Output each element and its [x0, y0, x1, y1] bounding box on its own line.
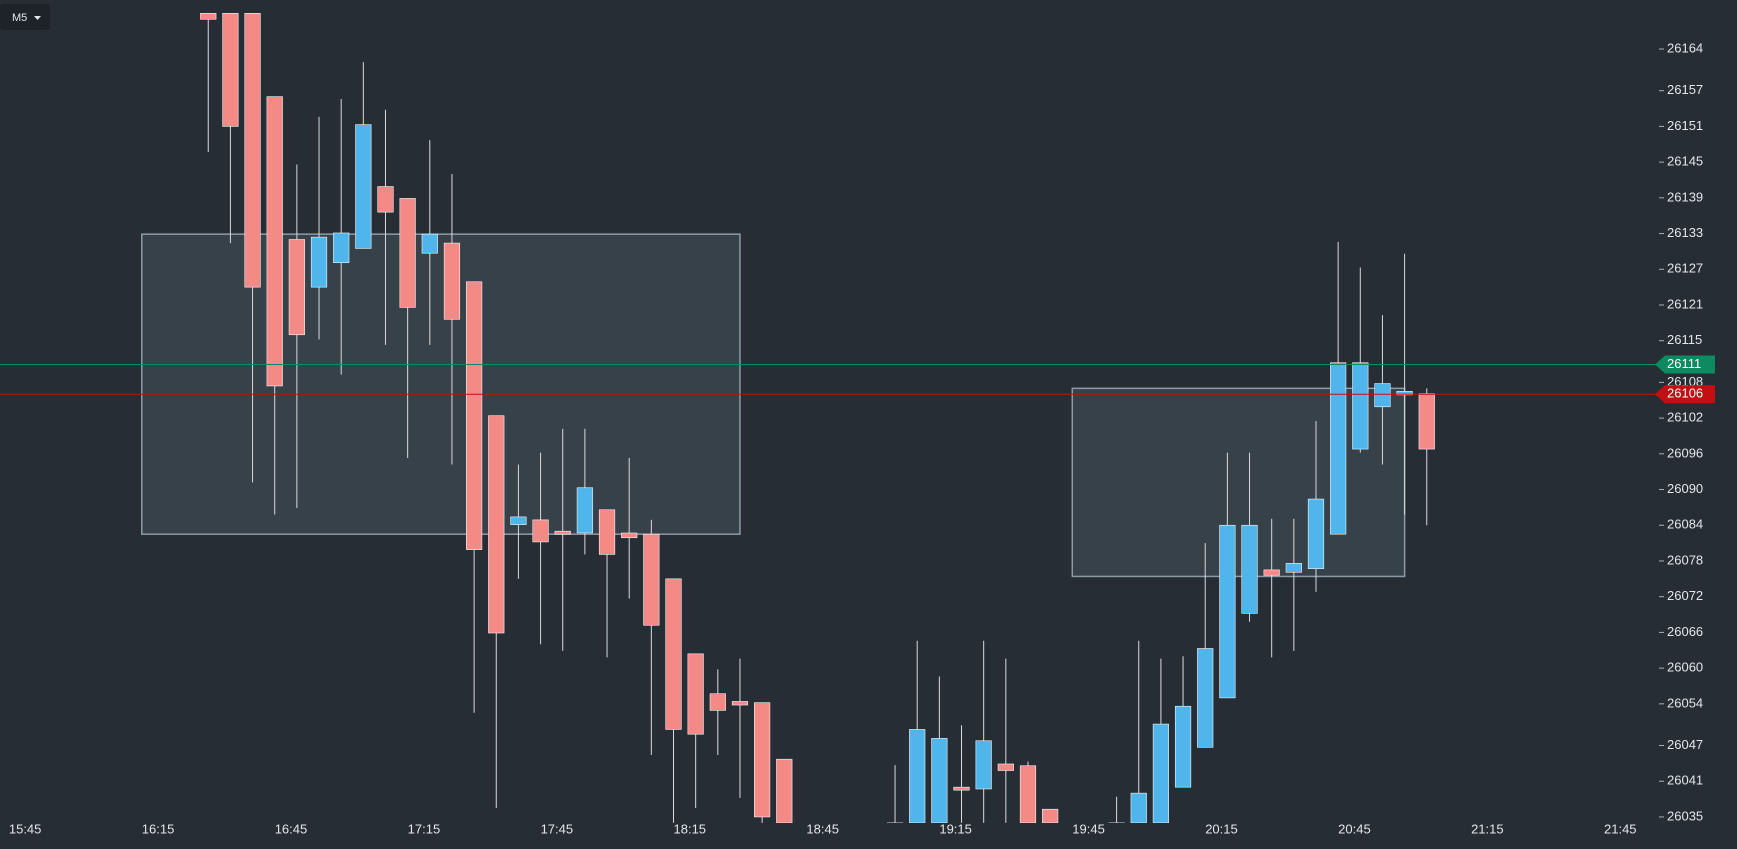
- candle-body: [1197, 648, 1214, 748]
- candle-body: [598, 509, 616, 555]
- y-tick-label: 26157: [1667, 82, 1703, 97]
- candle-body: [731, 701, 749, 706]
- candle-body: [310, 236, 328, 288]
- y-tick-label: 26139: [1667, 189, 1703, 204]
- candle-body: [399, 198, 416, 308]
- candle-body: [1130, 792, 1147, 823]
- y-tick-label: 26060: [1667, 660, 1703, 675]
- candle-body: [1241, 524, 1258, 614]
- candle-body: [1108, 822, 1125, 823]
- candle-body: [709, 693, 726, 711]
- candle-body: [754, 702, 771, 818]
- x-tick-label: 18:15: [674, 821, 707, 836]
- y-tick-label: 26072: [1667, 588, 1703, 603]
- candle-body: [1174, 705, 1192, 788]
- candle-body: [1352, 362, 1369, 450]
- price-tag-label: 26111: [1667, 356, 1701, 371]
- x-tick-label: 20:45: [1338, 821, 1371, 836]
- candle-body: [576, 487, 593, 534]
- zone: [141, 233, 741, 535]
- candle-body: [510, 516, 527, 525]
- plot-area: [141, 13, 1435, 823]
- dropdown-caret[interactable]: [34, 16, 41, 20]
- candle-body: [1307, 498, 1325, 570]
- candle-body: [687, 653, 704, 735]
- candle-body: [909, 729, 926, 823]
- x-tick-label: 21:15: [1471, 821, 1504, 836]
- candle-body: [1330, 362, 1347, 535]
- candle-body: [200, 13, 217, 20]
- candle-body: [886, 822, 904, 823]
- candle-body: [333, 232, 350, 264]
- price-tag-label: 26106: [1667, 386, 1703, 401]
- y-tick-label: 26066: [1667, 624, 1703, 639]
- candle-body: [288, 239, 305, 336]
- y-tick-label: 26084: [1667, 517, 1703, 532]
- candle-body: [488, 415, 505, 634]
- candle-body: [532, 519, 549, 543]
- candle-body: [776, 758, 793, 823]
- candle-body: [421, 233, 438, 254]
- y-tick-label: 26035: [1667, 808, 1703, 823]
- candle-body: [931, 738, 948, 823]
- y-tick-label: 26054: [1667, 695, 1703, 710]
- x-tick-label: 19:45: [1072, 821, 1105, 836]
- candle-body: [266, 96, 283, 387]
- y-tick-label: 26078: [1667, 552, 1703, 567]
- candle-body: [466, 281, 483, 550]
- price-tag: [1655, 355, 1715, 374]
- y-tick-label: 26047: [1667, 737, 1703, 752]
- candle-body: [665, 578, 682, 730]
- candle-body: [643, 533, 660, 626]
- candle-body: [222, 13, 239, 127]
- candle-body: [244, 13, 261, 288]
- candle-body: [1263, 569, 1280, 576]
- candle-body: [1396, 391, 1413, 396]
- candle-body: [975, 740, 992, 790]
- candle-body: [355, 124, 372, 249]
- x-tick-label: 17:15: [408, 821, 441, 836]
- timeframe-label[interactable]: M5: [12, 12, 27, 24]
- candle-body: [554, 530, 571, 535]
- y-tick-label: 26127: [1667, 261, 1703, 276]
- y-tick-label: 26133: [1667, 225, 1703, 240]
- y-tick-label: 26121: [1667, 296, 1703, 311]
- candle-body: [953, 786, 970, 791]
- y-tick-label: 26102: [1667, 410, 1703, 425]
- zone: [1071, 387, 1406, 578]
- y-tick-label: 26115: [1667, 332, 1702, 347]
- candle-body: [621, 532, 638, 539]
- candle-body: [1042, 808, 1059, 823]
- y-tick-label: 26108: [1667, 374, 1703, 389]
- x-tick-label: 15:45: [9, 821, 42, 836]
- y-tick-label: 26145: [1667, 154, 1703, 169]
- x-tick-label: 18:45: [806, 821, 839, 836]
- y-tick-label: 26090: [1667, 481, 1703, 496]
- x-tick-label: 20:15: [1205, 821, 1238, 836]
- x-tick-label: 19:15: [939, 821, 972, 836]
- candle-body: [1219, 524, 1236, 699]
- y-tick-label: 26041: [1667, 773, 1703, 788]
- x-tick-label: 17:45: [541, 821, 574, 836]
- timeframe-selector[interactable]: M5: [0, 4, 50, 30]
- y-tick-label: 26164: [1667, 40, 1703, 55]
- candle-body: [443, 242, 461, 320]
- candle-body: [1418, 393, 1435, 450]
- price-tag: [1655, 385, 1715, 404]
- y-tick-label: 26096: [1667, 445, 1703, 460]
- candle-body: [377, 186, 394, 213]
- candle-body: [1152, 723, 1170, 823]
- y-tick-label: 26151: [1667, 118, 1703, 133]
- candle-body: [1019, 765, 1037, 823]
- x-tick-label: 21:45: [1604, 821, 1637, 836]
- candle-body: [1285, 563, 1302, 573]
- candle-body: [1374, 383, 1391, 408]
- x-tick-label: 16:15: [142, 821, 175, 836]
- timeframe-button[interactable]: [0, 4, 50, 30]
- x-tick-label: 16:45: [275, 821, 308, 836]
- candle-body: [997, 763, 1014, 771]
